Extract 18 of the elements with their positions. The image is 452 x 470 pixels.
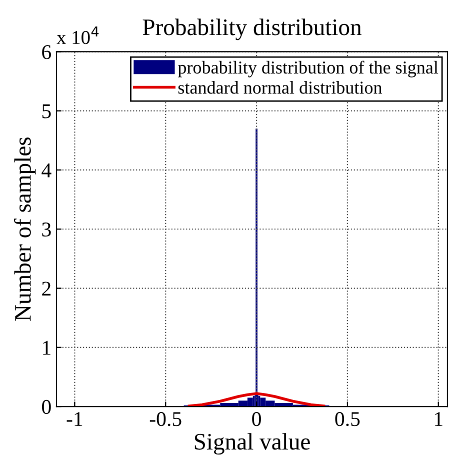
y-tick-label: 5: [42, 104, 51, 118]
y-tick-label: 1: [43, 340, 50, 355]
x-tick-label: -1: [66, 412, 82, 426]
x-tick-label: 1: [435, 412, 442, 426]
x-tick-label: 0: [252, 412, 261, 426]
y-axis-title: Number of samples: [14, 138, 36, 321]
y-tick-label: 3: [42, 222, 51, 237]
y-tick-label: 0: [42, 400, 51, 414]
chart-title: Probability distribution: [142, 18, 362, 40]
x-axis-title: Signal value: [194, 433, 310, 455]
y-tick-label: 2: [42, 282, 50, 296]
text: x 10$^{4}$: [56, 26, 99, 44]
x-tick-label: -0.5: [150, 412, 182, 426]
y-tick-label: 6: [42, 45, 52, 60]
y-tick-label: 4: [42, 163, 52, 178]
x-tick-label: 0.5: [335, 412, 360, 426]
legend-label: standard normal distribution: [178, 81, 382, 94]
legend-label: probability distribution of the signal: [178, 60, 438, 78]
